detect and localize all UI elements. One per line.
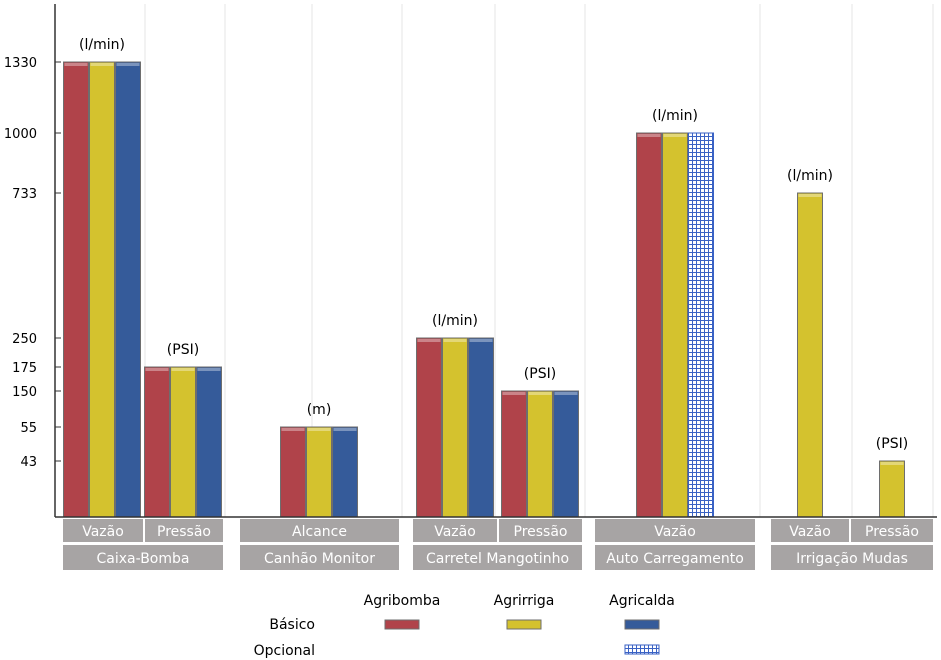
bar-highlight [469, 339, 493, 342]
subcategory-tab [499, 519, 582, 542]
y-tick-label: 43 [20, 455, 37, 470]
legend-swatch-agricalda [624, 619, 660, 630]
y-tick-label: 175 [12, 361, 37, 376]
unit-label: (PSI) [524, 366, 556, 382]
bar-agrirriga-0-1 [170, 366, 196, 518]
bar-agribomba-0-1 [144, 366, 170, 518]
subcategory-tab [145, 519, 223, 542]
bar-agribomba-1-0 [280, 426, 306, 518]
bar-agribomba-2-0 [416, 337, 442, 518]
bar-highlight [116, 63, 140, 66]
legend-row-label: Básico [269, 617, 315, 633]
subcategory-label: Alcance [292, 524, 347, 540]
bar-agricalda-1-0 [332, 426, 358, 518]
subcategory-tab [595, 519, 755, 542]
group-tab [63, 545, 223, 570]
bar-highlight [528, 392, 552, 395]
bar-agricalda-0-0 [115, 61, 141, 518]
bar-highlight [307, 428, 331, 431]
legend-row-label: Opcional [254, 643, 315, 659]
bar-agrirriga-4-1 [879, 460, 905, 518]
bar-agrirriga-3-0 [662, 132, 688, 518]
subcategory-tab [413, 519, 497, 542]
bar-agribomba-2-1 [501, 390, 527, 518]
bar-highlight [281, 428, 305, 431]
bar-highlight [554, 392, 578, 395]
bar-agricalda-2-1 [553, 390, 579, 518]
bar-highlight [333, 428, 357, 431]
bar-highlight [90, 63, 114, 66]
group-label: Carretel Mangotinho [426, 551, 569, 567]
bar-agricalda-3-0 [688, 132, 714, 518]
labels: (l/min) Vazão (PSI) Pressão Caixa-Bomba (m) Al… [63, 37, 933, 570]
unit-label: (l/min) [652, 108, 698, 124]
bar-highlight [443, 339, 467, 342]
bar-highlight [145, 368, 169, 371]
y-tick-label: 733 [12, 187, 37, 202]
group-tab [595, 545, 755, 570]
legend-swatch-agrirriga [506, 619, 542, 630]
bar-agrirriga-4-0 [797, 192, 823, 518]
subcategory-label: Vazão [434, 524, 476, 540]
bar-highlight [637, 134, 661, 137]
group-label: Canhão Monitor [264, 551, 375, 567]
group-tab [413, 545, 582, 570]
unit-label: (PSI) [876, 436, 908, 452]
group-tab [240, 545, 399, 570]
bar-agrirriga-1-0 [306, 426, 332, 518]
group-tab [771, 545, 933, 570]
subcategory-tab [771, 519, 849, 542]
legend-swatch-opcional [624, 644, 660, 655]
bar-highlight [663, 134, 687, 137]
subcategory-label: Vazão [654, 524, 696, 540]
unit-label: (l/min) [432, 313, 478, 329]
bars [63, 61, 905, 518]
bar-agribomba-0-0 [63, 61, 89, 518]
y-tick-label: 150 [12, 385, 37, 400]
bar-agricalda-0-1 [196, 366, 222, 518]
grid [144, 4, 934, 517]
unit-label: (m) [307, 402, 332, 418]
subcategory-tab [851, 519, 933, 542]
y-tick-label: 1330 [4, 56, 37, 71]
subcategory-tab [240, 519, 399, 542]
subcategory-label: Vazão [82, 524, 124, 540]
bar-agricalda-2-0 [468, 337, 494, 518]
subcategory-label: Pressão [514, 524, 568, 540]
subcategory-tab [63, 519, 143, 542]
unit-label: (PSI) [167, 342, 199, 358]
legend-series-label: Agribomba [364, 593, 441, 609]
bar-agribomba-3-0 [636, 132, 662, 518]
axes: 43 55 150 175 250 733 1000 1330 [4, 4, 937, 518]
bar-agrirriga-0-0 [89, 61, 115, 518]
legend-series-label: Agrirriga [494, 593, 555, 609]
subcategory-label: Pressão [157, 524, 211, 540]
bar-highlight [417, 339, 441, 342]
bar-highlight [171, 368, 195, 371]
bar-highlight [502, 392, 526, 395]
unit-label: (l/min) [79, 37, 125, 53]
y-tick-label: 1000 [4, 127, 37, 142]
bar-highlight [880, 462, 904, 465]
group-label: Auto Carregamento [606, 551, 744, 567]
bar-highlight [64, 63, 88, 66]
legend: Agribomba Agrirriga Agricalda Básico Opciona… [254, 593, 675, 659]
subcategory-label: Pressão [865, 524, 919, 540]
unit-label: (l/min) [787, 168, 833, 184]
y-tick-label: 55 [20, 421, 37, 436]
bar-agrirriga-2-1 [527, 390, 553, 518]
group-label: Irrigação Mudas [796, 551, 908, 567]
subcategory-label: Vazão [789, 524, 831, 540]
bar-agrirriga-2-0 [442, 337, 468, 518]
y-tick-label: 250 [12, 332, 37, 347]
group-label: Caixa-Bomba [97, 551, 190, 567]
legend-swatch-agribomba [384, 619, 420, 630]
legend-series-label: Agricalda [609, 593, 675, 609]
bar-highlight [798, 194, 822, 197]
bar-highlight [197, 368, 221, 371]
